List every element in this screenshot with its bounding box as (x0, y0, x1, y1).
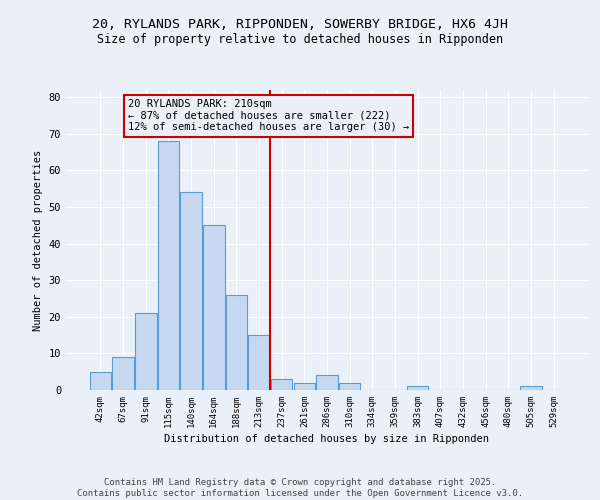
Bar (112, 357, 134, 390)
Bar (248, 335, 270, 390)
Bar (271, 379, 292, 390)
Text: Size of property relative to detached houses in Ripponden: Size of property relative to detached ho… (97, 32, 503, 46)
Bar (226, 295, 247, 390)
Y-axis label: Number of detached properties: Number of detached properties (33, 150, 43, 330)
Bar (135, 313, 157, 390)
Bar (339, 382, 361, 390)
Bar (407, 386, 428, 390)
Bar (158, 141, 179, 390)
Bar (520, 386, 542, 390)
Text: 20 RYLANDS PARK: 210sqm
← 87% of detached houses are smaller (222)
12% of semi-d: 20 RYLANDS PARK: 210sqm ← 87% of detache… (128, 99, 409, 132)
Text: Contains HM Land Registry data © Crown copyright and database right 2025.
Contai: Contains HM Land Registry data © Crown c… (77, 478, 523, 498)
Text: 20, RYLANDS PARK, RIPPONDEN, SOWERBY BRIDGE, HX6 4JH: 20, RYLANDS PARK, RIPPONDEN, SOWERBY BRI… (92, 18, 508, 30)
Bar (203, 226, 224, 390)
Bar (90, 372, 111, 390)
Bar (316, 376, 338, 390)
Bar (293, 382, 315, 390)
X-axis label: Distribution of detached houses by size in Ripponden: Distribution of detached houses by size … (164, 434, 490, 444)
Bar (181, 192, 202, 390)
